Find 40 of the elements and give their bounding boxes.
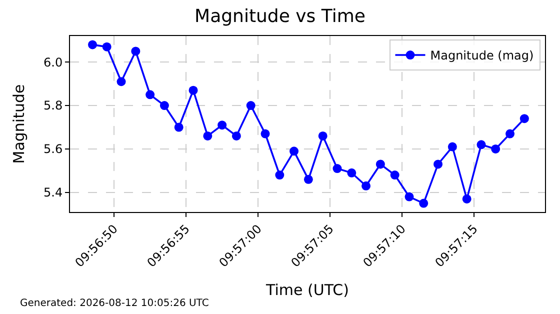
point bbox=[376, 160, 385, 169]
point bbox=[275, 170, 284, 180]
x-axis-title: Time (UTC) bbox=[265, 280, 349, 299]
text: Generated: 2026-08-12 10:05:26 UTC bbox=[20, 298, 209, 309]
point bbox=[116, 77, 126, 86]
point bbox=[404, 192, 414, 202]
point bbox=[448, 142, 457, 152]
y-tick-label: 5.8 bbox=[44, 98, 63, 113]
point bbox=[88, 40, 97, 50]
point bbox=[131, 46, 140, 56]
point bbox=[419, 198, 428, 208]
legend-label: Magnitude (mag) bbox=[430, 48, 534, 63]
point bbox=[318, 131, 328, 140]
y-tick-label: 5.4 bbox=[44, 186, 63, 200]
y-axis-title: Magnitude bbox=[10, 84, 28, 164]
point bbox=[332, 164, 342, 174]
point bbox=[102, 42, 112, 52]
point bbox=[434, 160, 443, 169]
point bbox=[260, 129, 270, 138]
point bbox=[188, 86, 198, 95]
point bbox=[246, 101, 256, 110]
point bbox=[203, 131, 212, 140]
point bbox=[304, 174, 313, 184]
point bbox=[347, 168, 356, 178]
point bbox=[506, 129, 515, 138]
point bbox=[146, 90, 155, 100]
point bbox=[160, 101, 169, 110]
point bbox=[232, 131, 241, 140]
point bbox=[491, 144, 500, 154]
point bbox=[462, 194, 472, 204]
y-tick-label: 6.0 bbox=[44, 55, 63, 70]
point bbox=[362, 181, 371, 190]
y-tick-label: 5.6 bbox=[44, 142, 63, 156]
point bbox=[218, 120, 227, 130]
point bbox=[476, 140, 486, 150]
point bbox=[290, 146, 299, 156]
point bbox=[520, 114, 529, 124]
point bbox=[174, 122, 184, 132]
point bbox=[390, 170, 400, 180]
chart-title: Magnitude vs Time bbox=[194, 6, 366, 28]
